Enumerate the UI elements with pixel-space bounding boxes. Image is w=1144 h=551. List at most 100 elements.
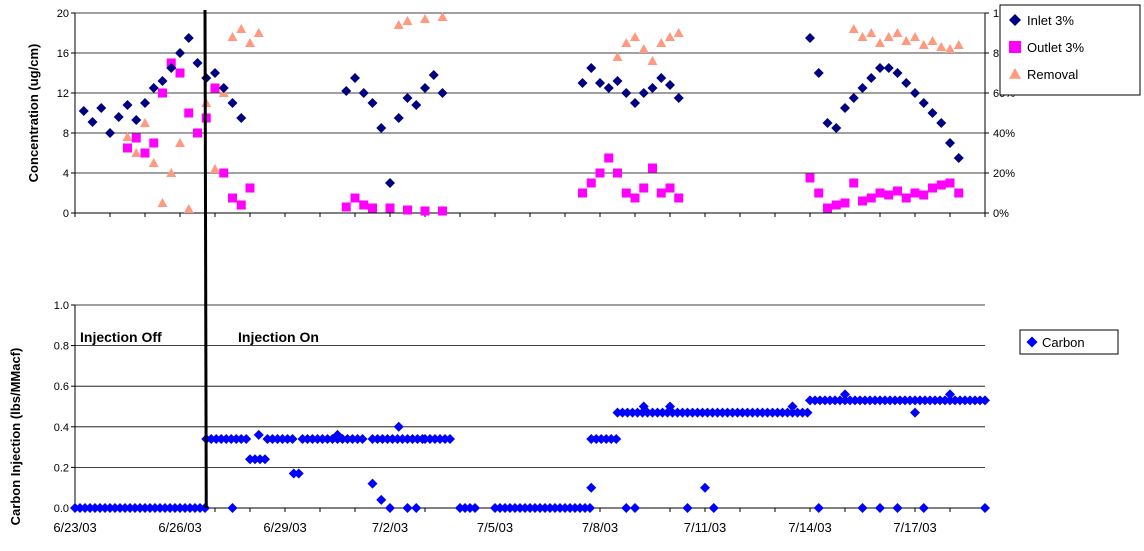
data-point xyxy=(980,503,990,513)
bottom-x-tick-label: 6/26/03 xyxy=(158,520,201,535)
data-point xyxy=(149,138,159,148)
data-point xyxy=(131,148,142,157)
data-point xyxy=(140,118,150,127)
data-point xyxy=(595,78,605,88)
data-point xyxy=(350,73,360,83)
data-point xyxy=(253,28,264,37)
data-point xyxy=(228,193,237,203)
data-point xyxy=(376,494,387,505)
legend-label: Removal xyxy=(1027,67,1078,82)
event-line xyxy=(203,9,208,509)
data-point xyxy=(122,132,133,141)
data-point xyxy=(183,204,194,213)
data-point xyxy=(621,88,632,98)
data-point xyxy=(901,36,912,45)
bottom-x-tick-label: 7/2/03 xyxy=(372,520,408,535)
data-point xyxy=(980,395,990,406)
data-point xyxy=(883,63,894,73)
data-point xyxy=(420,83,430,93)
data-point xyxy=(293,468,304,479)
data-point xyxy=(630,193,640,203)
data-point xyxy=(393,421,404,432)
data-point xyxy=(96,103,107,113)
data-point xyxy=(245,38,255,47)
data-point xyxy=(131,133,141,143)
data-point xyxy=(612,52,623,61)
data-point xyxy=(840,198,850,208)
data-point xyxy=(647,56,658,65)
data-point xyxy=(341,86,352,96)
top-chart: 0481216200%20%40%60%80%100%Concentration… xyxy=(26,4,1141,220)
data-point xyxy=(140,98,150,108)
data-point xyxy=(910,32,920,41)
data-point xyxy=(166,168,177,177)
data-point xyxy=(945,389,955,400)
data-point xyxy=(638,401,649,412)
bottom-x-tick-label: 7/8/03 xyxy=(582,520,618,535)
data-point xyxy=(831,200,841,210)
top-y-tick-label: 8 xyxy=(63,128,69,140)
data-point xyxy=(656,38,667,47)
data-point xyxy=(420,206,430,216)
data-point xyxy=(813,68,824,78)
data-point xyxy=(148,83,159,93)
data-point xyxy=(586,178,596,188)
data-point xyxy=(953,153,964,163)
data-point xyxy=(823,203,832,213)
data-point xyxy=(700,482,710,493)
data-point xyxy=(918,98,929,108)
data-point xyxy=(892,503,903,513)
data-point xyxy=(578,188,587,198)
data-point xyxy=(648,163,657,173)
data-point xyxy=(954,188,964,198)
data-point xyxy=(945,44,955,53)
data-point xyxy=(656,188,666,198)
data-point xyxy=(411,100,422,110)
data-point xyxy=(639,183,649,193)
data-point xyxy=(953,40,964,49)
data-point xyxy=(936,118,947,128)
data-point xyxy=(241,433,252,444)
data-point xyxy=(166,63,177,73)
data-point xyxy=(585,503,595,513)
data-point xyxy=(148,158,159,167)
data-point xyxy=(630,98,640,108)
data-point xyxy=(866,28,877,37)
data-point xyxy=(621,503,632,513)
data-point xyxy=(849,178,859,188)
series-outlet-3- xyxy=(123,58,964,216)
data-point xyxy=(665,32,675,41)
data-point xyxy=(577,78,588,88)
data-point xyxy=(857,83,868,93)
series-carbon xyxy=(70,389,990,513)
bottom-chart: 0.0 0.2 0.4 0.6 0.8 1.0 6/23/03 6/26/03 6/29/03 7… xyxy=(8,300,1119,535)
data-point xyxy=(621,38,632,47)
series-removal xyxy=(122,12,964,213)
data-point xyxy=(848,93,859,103)
data-point xyxy=(848,24,859,33)
data-point xyxy=(673,28,684,37)
data-point xyxy=(236,24,247,33)
top-legend-box xyxy=(999,4,1141,96)
data-point xyxy=(140,148,150,158)
data-point xyxy=(875,38,885,47)
data-point xyxy=(219,168,229,178)
legend-label: Outlet 3% xyxy=(1027,40,1085,55)
data-point xyxy=(437,12,448,21)
data-point xyxy=(936,180,946,190)
legend-marker xyxy=(1026,336,1038,348)
data-point xyxy=(604,153,614,163)
data-point xyxy=(822,118,833,128)
data-point xyxy=(638,88,649,98)
data-point xyxy=(673,93,684,103)
top-y-tick-label: 12 xyxy=(57,88,69,100)
data-point xyxy=(638,44,649,53)
data-point xyxy=(260,454,270,465)
data-point xyxy=(630,503,640,513)
data-point xyxy=(332,429,343,440)
data-point xyxy=(158,88,167,98)
data-point xyxy=(367,98,378,108)
data-point xyxy=(927,36,938,45)
data-point xyxy=(910,88,920,98)
